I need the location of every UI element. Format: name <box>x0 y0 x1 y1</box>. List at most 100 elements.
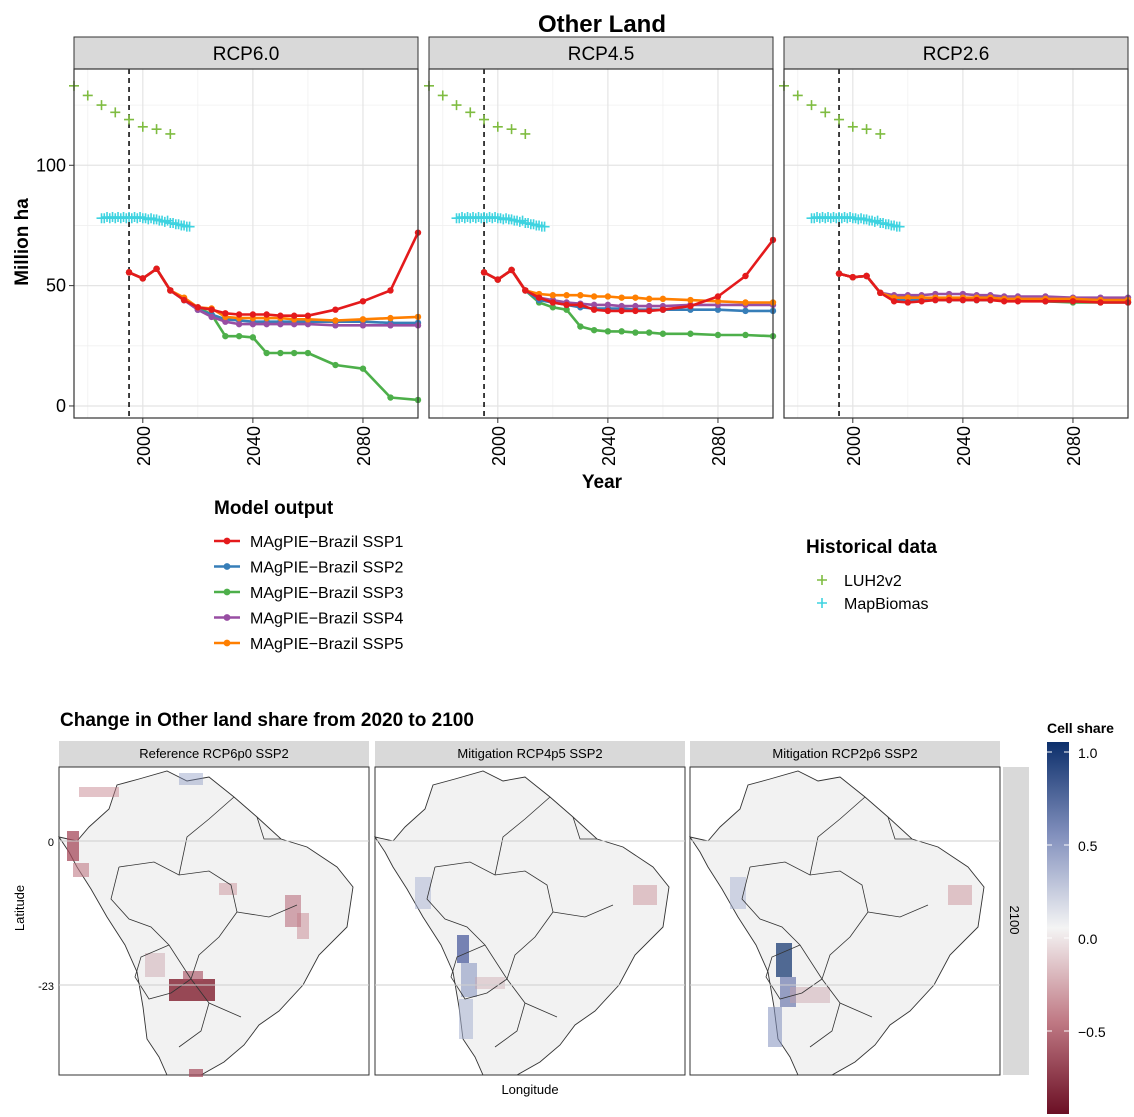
series-point-SSP1 <box>249 311 257 318</box>
luh2v2-point <box>437 90 448 101</box>
mapbiomas-point <box>539 221 550 232</box>
luh2v2-point <box>492 121 503 132</box>
colorbar-ticks <box>1047 751 1069 1032</box>
series-point-SSP1 <box>222 310 229 317</box>
border-line <box>450 944 508 1000</box>
series-point-SSP5 <box>332 317 339 324</box>
series-point-SSP5 <box>590 293 598 300</box>
map-facet-strip <box>690 741 1000 767</box>
series-point-SSP3 <box>687 330 694 337</box>
map-panel-2: Mitigation RCP4p5 SSP2 <box>374 741 686 1076</box>
map-cell-patch <box>79 787 119 797</box>
luh2v2-point <box>110 107 121 118</box>
facet-strip-label: RCP2.6 <box>923 44 990 65</box>
legend-marker-SSP5 <box>223 639 231 647</box>
series-point-SSP4 <box>387 322 394 329</box>
series-point-SSP4 <box>590 301 598 309</box>
x-tick-label: 2040 <box>954 426 974 466</box>
series-point-SSP1 <box>987 296 994 304</box>
series-point-SSP1 <box>973 296 980 304</box>
series-point-SSP3 <box>604 328 612 335</box>
border-line <box>494 1002 526 1048</box>
map-cell-patch <box>776 943 792 977</box>
luh2v2-point <box>506 124 517 135</box>
panel-border <box>428 68 774 419</box>
map-cell-patch <box>457 935 469 963</box>
series-point-SSP4 <box>604 301 612 309</box>
y-tick-label: 100 <box>36 155 66 175</box>
plot-background <box>429 69 773 418</box>
map-cell-patch <box>183 971 203 981</box>
legend-label-SSP1: MAgPIE−Brazil SSP1 <box>250 534 404 551</box>
legend-historical-data: LUH2v2 MapBiomas <box>817 573 928 613</box>
series-point-SSP4 <box>290 320 298 328</box>
series-point-SSP1 <box>1097 299 1104 306</box>
border-line <box>741 866 823 980</box>
x-tick-label: 2080 <box>1064 426 1084 466</box>
series-point-SSP1 <box>549 299 557 306</box>
map-y-axis-title: Latitude <box>12 885 27 931</box>
series-point-SSP5 <box>714 298 722 305</box>
colorbar-tick-minus0.5: −0.5 <box>1078 1024 1106 1040</box>
series-point-SSP1 <box>590 306 598 313</box>
legend-label-MapBiomas: MapBiomas <box>844 596 928 613</box>
border-line <box>134 944 192 1000</box>
series-point-SSP2 <box>714 306 722 313</box>
top-x-axis-title: Year <box>582 472 623 493</box>
series-point-SSP4 <box>632 302 639 310</box>
luh2v2-point <box>124 114 135 125</box>
colorbar-tick-0: 0.0 <box>1078 931 1098 947</box>
series-point-SSP1 <box>604 307 612 315</box>
x-tick-label: 2000 <box>489 426 509 466</box>
top-y-axis-title: Million ha <box>12 198 33 286</box>
series-point-SSP5 <box>387 314 394 322</box>
series-point-SSP3 <box>742 331 749 339</box>
luh2v2-point <box>82 90 93 101</box>
series-point-SSP5 <box>359 316 367 323</box>
series-point-SSP1 <box>687 302 694 310</box>
series-point-SSP1 <box>742 272 749 280</box>
panel-RCP2.6: RCP2.6 2000 2040 2080 <box>779 36 1132 466</box>
border-line <box>178 796 235 876</box>
map-cell-patch <box>730 877 746 909</box>
series-point-SSP5 <box>563 292 570 299</box>
series-point-SSP1 <box>153 265 160 272</box>
series-point-SSP5 <box>904 294 912 301</box>
plot-background <box>74 69 418 418</box>
y-tick-label: 0 <box>56 396 66 416</box>
series-point-SSP5 <box>604 293 612 300</box>
series-point-SSP2 <box>742 307 749 315</box>
series-point-SSP1 <box>359 298 367 305</box>
series-point-SSP1 <box>1014 298 1022 305</box>
series-point-SSP1 <box>387 287 394 294</box>
series-line-SSP1 <box>128 232 420 318</box>
map-cell-patch <box>790 987 830 1003</box>
series-point-SSP1 <box>932 296 939 304</box>
series-point-SSP1 <box>139 275 146 282</box>
series-point-SSP1 <box>235 311 243 318</box>
series-point-SSP3 <box>549 304 557 311</box>
series-point-SSP1 <box>563 301 570 309</box>
series-line-SSP1 <box>838 272 1128 304</box>
facet-strip-label: RCP6.0 <box>213 44 280 65</box>
map-cell-patch <box>179 773 203 785</box>
border-line <box>236 904 298 918</box>
map-cell-patch <box>297 913 309 939</box>
colorbar-title: Cell share <box>1047 720 1114 736</box>
luh2v2-point <box>820 107 831 118</box>
series-point-SSP5 <box>742 299 749 306</box>
series-point-SSP4 <box>618 302 625 310</box>
series-point-SSP3 <box>235 332 243 340</box>
series-point-SSP1 <box>959 296 967 304</box>
series-point-SSP1 <box>577 301 584 309</box>
series-point-SSP5 <box>659 295 667 303</box>
series-point-SSP3 <box>249 334 257 341</box>
legend-label-SSP3: MAgPIE−Brazil SSP3 <box>250 585 404 602</box>
legend-model-output: MAgPIE−Brazil SSP1 MAgPIE−Brazil SSP2 MAgP… <box>214 534 404 653</box>
series-point-SSP1 <box>945 296 953 304</box>
series-point-SSP1 <box>125 269 133 276</box>
series-point-SSP3 <box>577 323 584 330</box>
border-line <box>494 796 551 876</box>
series-point-SSP4 <box>208 313 215 321</box>
